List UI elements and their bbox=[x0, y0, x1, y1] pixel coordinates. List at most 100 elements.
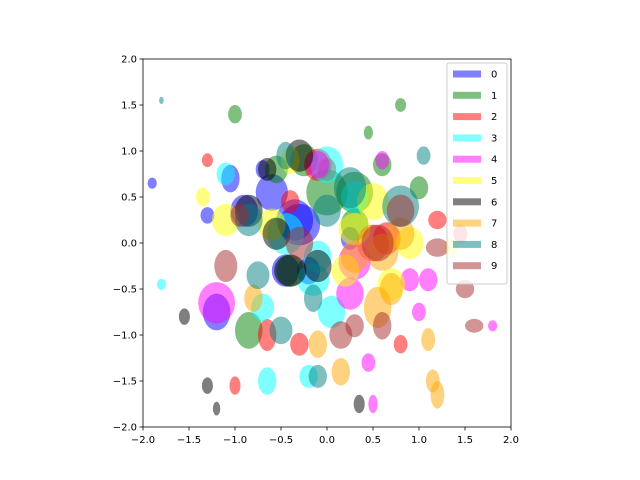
ellipse-mark bbox=[156, 278, 166, 290]
legend-swatch bbox=[453, 219, 481, 227]
ellipse-mark bbox=[246, 261, 270, 290]
ellipse-mark bbox=[400, 268, 419, 292]
ellipse-mark bbox=[214, 249, 238, 283]
ellipse-mark bbox=[304, 284, 323, 313]
ellipse-mark bbox=[368, 394, 378, 414]
ellipse-mark bbox=[228, 105, 242, 124]
legend-label: 4 bbox=[491, 155, 497, 166]
legend-swatch bbox=[453, 262, 481, 270]
ellipse-mark bbox=[353, 394, 365, 414]
y-tick-label: 2.0 bbox=[121, 55, 137, 66]
ellipse-mark bbox=[361, 353, 376, 372]
legend-label: 5 bbox=[491, 176, 497, 187]
legend-label: 7 bbox=[491, 219, 497, 230]
ellipse-mark bbox=[235, 312, 263, 349]
ellipse-mark bbox=[361, 224, 394, 262]
ellipse-mark bbox=[331, 358, 350, 386]
ellipse-mark bbox=[488, 320, 498, 332]
legend-swatch bbox=[453, 70, 481, 78]
ellipse-mark bbox=[178, 308, 190, 325]
legend-swatch bbox=[453, 177, 481, 184]
y-tick-label: 0.5 bbox=[121, 193, 137, 204]
ellipse-mark bbox=[430, 381, 445, 409]
ellipse-mark bbox=[386, 217, 415, 250]
ellipse-mark bbox=[419, 268, 438, 292]
ellipse-mark bbox=[308, 330, 327, 359]
ellipse-mark bbox=[201, 153, 213, 168]
ellipse-mark bbox=[333, 167, 367, 209]
x-tick-label: 1.0 bbox=[411, 435, 427, 446]
ellipse-mark bbox=[269, 316, 293, 345]
ellipse-mark bbox=[375, 151, 390, 170]
ellipse-mark bbox=[230, 203, 249, 227]
ellipse-mark bbox=[317, 295, 346, 329]
ellipse-mark bbox=[421, 328, 436, 352]
legend-swatch bbox=[453, 155, 481, 163]
ellipse-mark bbox=[373, 312, 392, 340]
ellipse-mark bbox=[195, 187, 210, 207]
x-tick-label: −1.0 bbox=[223, 435, 247, 446]
plot-area bbox=[147, 96, 498, 416]
legend-label: 3 bbox=[491, 133, 497, 144]
x-tick-label: 0.0 bbox=[319, 435, 335, 446]
x-tick-label: −0.5 bbox=[269, 435, 293, 446]
ellipse-mark bbox=[255, 174, 288, 211]
legend-swatch bbox=[453, 240, 481, 248]
ellipse-mark bbox=[412, 302, 426, 322]
y-tick-label: −0.5 bbox=[113, 285, 137, 296]
legend-label: 8 bbox=[491, 240, 497, 251]
ellipse-mark bbox=[386, 194, 415, 227]
y-tick-label: −2.0 bbox=[113, 423, 137, 434]
y-tick-label: 1.0 bbox=[121, 147, 137, 158]
ellipse-mark bbox=[340, 240, 369, 273]
ellipse-mark bbox=[258, 367, 277, 395]
x-tick-label: −2.0 bbox=[131, 435, 155, 446]
legend-label: 2 bbox=[491, 112, 497, 123]
ellipse-mark bbox=[274, 254, 307, 287]
legend-swatch bbox=[453, 91, 481, 99]
ellipse-mark bbox=[395, 98, 407, 112]
ellipse-mark bbox=[416, 146, 431, 165]
ellipse-mark bbox=[428, 210, 447, 230]
x-tick-label: 1.5 bbox=[457, 435, 473, 446]
legend-label: 6 bbox=[491, 197, 497, 208]
legend-label: 9 bbox=[491, 261, 497, 272]
y-tick-label: 1.5 bbox=[121, 101, 137, 112]
ellipse-mark bbox=[147, 177, 157, 189]
ellipse-mark bbox=[425, 238, 449, 257]
y-tick-label: −1.5 bbox=[113, 377, 137, 388]
ellipse-mark bbox=[212, 401, 221, 416]
ellipse-mark bbox=[244, 284, 263, 313]
ellipse-mark bbox=[258, 157, 277, 181]
ellipse-mark bbox=[379, 272, 403, 306]
x-tick-label: 2.0 bbox=[503, 435, 519, 446]
legend-swatch bbox=[453, 134, 481, 142]
ellipse-mark bbox=[159, 96, 164, 105]
legend-swatch bbox=[453, 113, 481, 121]
ellipse-mark bbox=[285, 226, 314, 260]
ellipse-mark bbox=[465, 318, 484, 333]
ellipse-mark bbox=[201, 377, 213, 394]
ellipse-mark bbox=[363, 125, 373, 140]
legend: 0 1 2 3 4 5 6 7 8 9 bbox=[446, 62, 508, 285]
ellipse-mark bbox=[281, 190, 300, 214]
ellipse-mark bbox=[290, 332, 309, 356]
ellipse-mark bbox=[313, 194, 341, 227]
ellipse-mark bbox=[329, 321, 353, 349]
ellipse-mark bbox=[229, 376, 241, 395]
ellipse-mark bbox=[393, 335, 408, 354]
ellipse-mark bbox=[200, 207, 215, 224]
legend-label: 1 bbox=[491, 91, 497, 102]
y-tick-label: 0.0 bbox=[121, 239, 137, 250]
ellipse-mark bbox=[308, 364, 327, 388]
y-tick-label: −1.0 bbox=[113, 331, 137, 342]
legend-swatch bbox=[453, 198, 481, 206]
ellipse-mark bbox=[216, 162, 235, 186]
x-tick-label: −1.5 bbox=[177, 435, 201, 446]
legend-label: 0 bbox=[491, 70, 497, 81]
x-tick-label: 0.5 bbox=[365, 435, 381, 446]
ellipse-mark bbox=[304, 249, 332, 283]
ellipse-mark bbox=[198, 282, 236, 324]
